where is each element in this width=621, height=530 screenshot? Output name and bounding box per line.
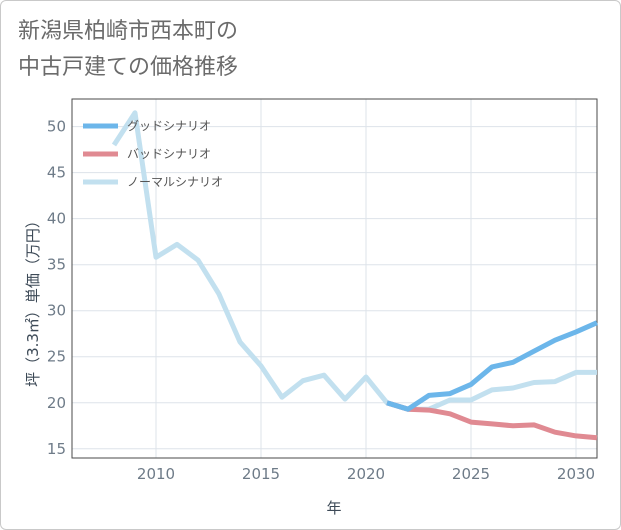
- x-tick-label-2020: 2020: [347, 465, 385, 483]
- y-axis-title: 坪（3.3㎡）単価（万円）: [24, 213, 42, 387]
- y-tick-label-20: 20: [47, 394, 66, 412]
- x-tick-label-2025: 2025: [452, 465, 490, 483]
- x-tick-label-2015: 2015: [242, 465, 280, 483]
- series-line-0: [386, 320, 599, 412]
- x-tick-labels: 2010 2015 2020 2025 2030: [137, 465, 595, 483]
- x-tick-label-2010: 2010: [137, 465, 175, 483]
- y-tick-label-35: 35: [47, 256, 66, 274]
- chart-title-line-2: 中古戸建ての価格推移: [18, 55, 239, 80]
- grid-lines: [72, 99, 597, 458]
- y-tick-label-25: 25: [47, 348, 66, 366]
- series-line-2: [111, 110, 597, 412]
- chart-title-line-1: 新潟県柏崎市西本町の: [18, 19, 239, 44]
- y-tick-label-40: 40: [47, 210, 66, 228]
- y-tick-label-45: 45: [47, 164, 66, 182]
- legend-label-0: グッドシナリオ: [127, 119, 211, 133]
- y-tick-label-50: 50: [47, 118, 66, 136]
- series-layer: [111, 110, 599, 441]
- chart-title: 新潟県柏崎市西本町の 中古戸建ての価格推移: [18, 14, 238, 86]
- plot-frame: [71, 98, 598, 459]
- y-tick-label-30: 30: [47, 302, 66, 320]
- legend-label-1: バッドシナリオ: [127, 147, 211, 161]
- x-axis-title: 年: [326, 499, 341, 517]
- x-tick-label-2030: 2030: [557, 465, 595, 483]
- legend-label-2: ノーマルシナリオ: [127, 175, 223, 189]
- y-tick-label-15: 15: [47, 440, 66, 458]
- series-line-1: [386, 400, 598, 441]
- y-tick-labels: 15 20 25 30 35 40 45 50: [47, 118, 66, 458]
